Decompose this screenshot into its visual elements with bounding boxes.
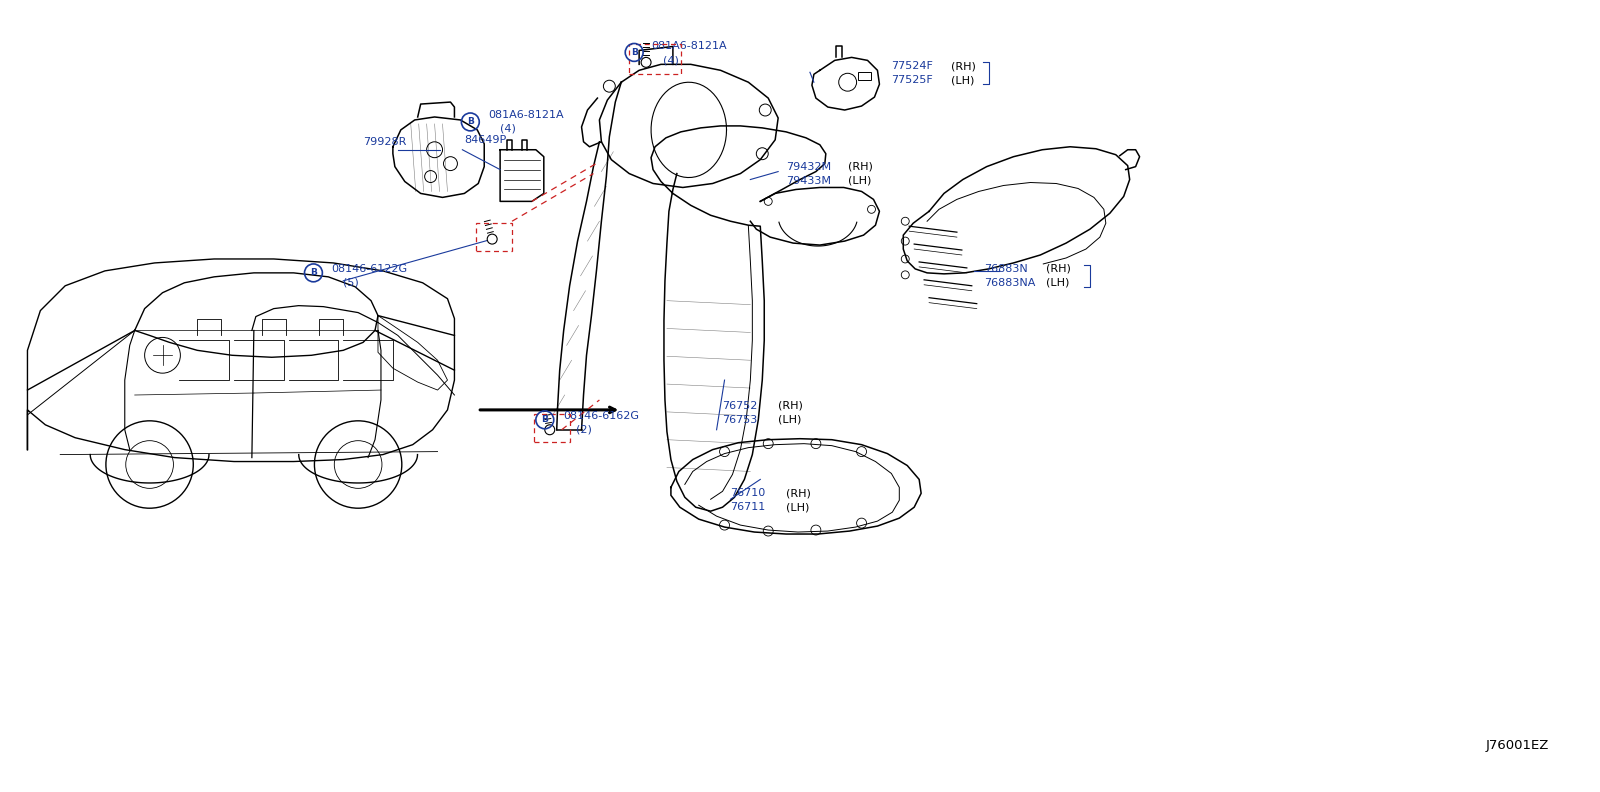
Text: 76710: 76710 xyxy=(731,489,766,498)
Text: 08146-6122G: 08146-6122G xyxy=(331,264,408,274)
Text: B: B xyxy=(310,268,317,277)
Text: (RH): (RH) xyxy=(778,401,803,411)
Text: 77525F: 77525F xyxy=(891,75,933,86)
Text: (4): (4) xyxy=(662,55,678,66)
Text: 081A6-8121A: 081A6-8121A xyxy=(651,41,726,51)
Text: (RH): (RH) xyxy=(950,61,976,71)
Text: (5): (5) xyxy=(344,278,358,287)
Text: (LH): (LH) xyxy=(786,502,810,512)
Text: (LH): (LH) xyxy=(778,415,802,425)
Text: 76752: 76752 xyxy=(723,401,758,411)
Bar xyxy=(534,414,570,442)
Text: 76883N: 76883N xyxy=(984,264,1027,274)
Circle shape xyxy=(488,234,498,244)
Text: 84649P: 84649P xyxy=(464,135,507,145)
Text: (LH): (LH) xyxy=(950,75,974,86)
Text: B: B xyxy=(541,415,549,425)
Text: 77524F: 77524F xyxy=(891,61,933,71)
Text: J76001EZ: J76001EZ xyxy=(1485,739,1549,752)
Text: B: B xyxy=(630,48,638,57)
Text: (RH): (RH) xyxy=(786,489,811,498)
Text: 79928R: 79928R xyxy=(363,137,406,147)
Text: (4): (4) xyxy=(501,124,515,134)
Text: (LH): (LH) xyxy=(848,176,870,185)
Text: 79432M: 79432M xyxy=(786,162,832,172)
Text: 08146-6162G: 08146-6162G xyxy=(563,411,640,421)
Text: 76883NA: 76883NA xyxy=(984,278,1035,287)
Circle shape xyxy=(546,425,555,435)
Text: 76753: 76753 xyxy=(723,415,758,425)
Bar xyxy=(477,223,512,251)
Text: 081A6-8121A: 081A6-8121A xyxy=(488,110,563,120)
Text: B: B xyxy=(467,117,474,127)
Text: (RH): (RH) xyxy=(1046,264,1070,274)
Text: 76711: 76711 xyxy=(731,502,766,512)
Text: (LH): (LH) xyxy=(1046,278,1070,287)
Text: 79433M: 79433M xyxy=(786,176,830,185)
Bar xyxy=(858,72,872,80)
Text: (RH): (RH) xyxy=(848,162,872,172)
Circle shape xyxy=(642,57,651,67)
Text: (2): (2) xyxy=(576,425,592,435)
Bar xyxy=(629,44,682,74)
